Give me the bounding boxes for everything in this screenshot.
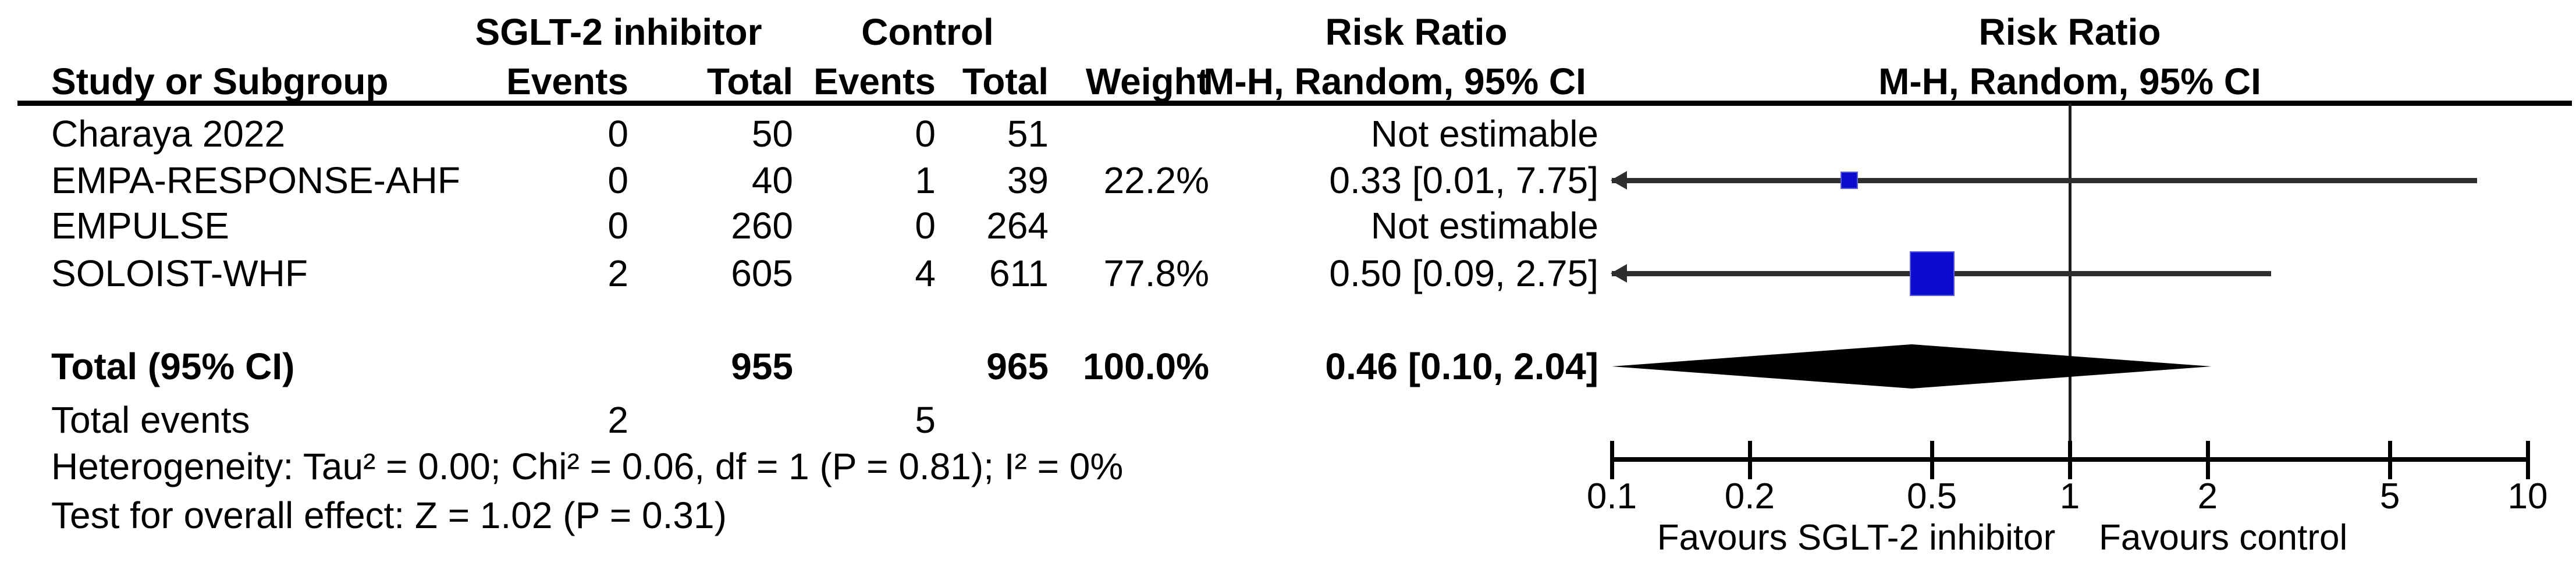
- null-effect-line: [2069, 104, 2072, 461]
- group-header-treatment: SGLT-2 inhibitor: [475, 11, 762, 53]
- study-name-cell: SOLOIST-WHF: [51, 252, 308, 294]
- weight-cell: 22.2%: [1103, 159, 1209, 201]
- overall-effect-text: Test for overall effect: Z = 1.02 (P = 0…: [51, 494, 727, 536]
- rr-ci-cell: 0.33 [0.01, 7.75]: [1329, 159, 1598, 201]
- total-weight-cell: 100.0%: [1082, 345, 1209, 387]
- col-header-total-tx: Total: [706, 60, 793, 102]
- plot-column-title: Risk Ratio: [1978, 11, 2161, 53]
- ctrl-total-cell: 39: [1007, 159, 1049, 201]
- plot-column-subtitle: M-H, Random, 95% CI: [1878, 60, 2261, 102]
- total-events-label: Total events: [51, 399, 250, 441]
- ctrl-total-cell: 51: [1007, 113, 1049, 155]
- axis-tick: [1610, 441, 1614, 479]
- rr-ci-cell: Not estimable: [1370, 205, 1598, 247]
- ctrl-total-cell: 264: [986, 205, 1049, 247]
- axis-tick-label: 5: [2379, 476, 2400, 516]
- study-name-cell: EMPA-RESPONSE-AHF: [51, 159, 460, 201]
- weight-cell: 77.8%: [1103, 252, 1209, 294]
- rr-column-title: Risk Ratio: [1325, 11, 1508, 53]
- axis-tick: [1930, 441, 1935, 479]
- tx-events-cell: 0: [607, 159, 628, 201]
- total-events-ctrl-cell: 5: [915, 399, 936, 441]
- col-header-rr-ci: M-H, Random, 95% CI: [1203, 60, 1586, 102]
- tx-total-cell: 260: [731, 205, 793, 247]
- weight-cell: [1035, 202, 1209, 249]
- col-header-total-ctrl: Total: [962, 60, 1049, 102]
- total-ctrl-cell: 965: [986, 345, 1049, 387]
- ci-line: [1612, 178, 2477, 183]
- axis-tick-label: 1: [2059, 476, 2080, 516]
- axis-tick-label: 0.5: [1906, 476, 1957, 516]
- ctrl-events-cell: 4: [915, 252, 936, 294]
- ctrl-events-cell: 0: [915, 205, 936, 247]
- col-header-events-ctrl: Events: [813, 60, 936, 102]
- total-events-tx-cell: 2: [607, 399, 628, 441]
- study-name-cell: Charaya 2022: [51, 113, 286, 155]
- tx-events-cell: 0: [607, 113, 628, 155]
- favours-left-label: Favours SGLT-2 inhibitor: [1657, 518, 2056, 558]
- left-arrow-icon: [1611, 264, 1627, 283]
- total-label: Total (95% CI): [51, 345, 295, 387]
- total-rr-ci-cell: 0.46 [0.10, 2.04]: [1325, 345, 1598, 387]
- ctrl-total-cell: 611: [989, 252, 1049, 294]
- axis-tick: [2526, 441, 2530, 479]
- ctrl-events-cell: 0: [915, 113, 936, 155]
- header-rule: [17, 101, 2572, 106]
- col-header-weight: Weight: [1085, 60, 1209, 102]
- rr-ci-cell: 0.50 [0.09, 2.75]: [1329, 252, 1598, 294]
- col-header-events-tx: Events: [506, 60, 628, 102]
- tx-total-cell: 605: [731, 252, 793, 294]
- group-header-control: Control: [861, 11, 994, 53]
- study-name-cell: EMPULSE: [51, 205, 229, 247]
- ctrl-events-cell: 1: [915, 159, 936, 201]
- axis-tick: [1747, 441, 1752, 479]
- point-square: [1840, 172, 1859, 189]
- heterogeneity-text: Heterogeneity: Tau² = 0.00; Chi² = 0.06,…: [51, 446, 1124, 487]
- left-arrow-icon: [1611, 171, 1627, 190]
- axis-tick-label: 0.1: [1586, 476, 1637, 516]
- axis-tick: [2388, 441, 2393, 479]
- col-header-study: Study or Subgroup: [51, 60, 389, 102]
- tx-total-cell: 50: [751, 113, 793, 155]
- axis-tick-label: 10: [2507, 476, 2548, 516]
- favours-right-label: Favours control: [2099, 518, 2348, 558]
- axis-tick-label: 0.2: [1724, 476, 1775, 516]
- tx-total-cell: 40: [751, 159, 793, 201]
- weight-cell: [1035, 111, 1209, 157]
- axis-tick-label: 2: [2197, 476, 2218, 516]
- point-square: [1909, 251, 1955, 296]
- total-tx-cell: 955: [731, 345, 793, 387]
- rr-ci-cell: Not estimable: [1370, 113, 1598, 155]
- tx-events-cell: 2: [607, 252, 628, 294]
- axis-tick: [2068, 441, 2072, 479]
- tx-events-cell: 0: [607, 205, 628, 247]
- axis-tick: [2205, 441, 2210, 479]
